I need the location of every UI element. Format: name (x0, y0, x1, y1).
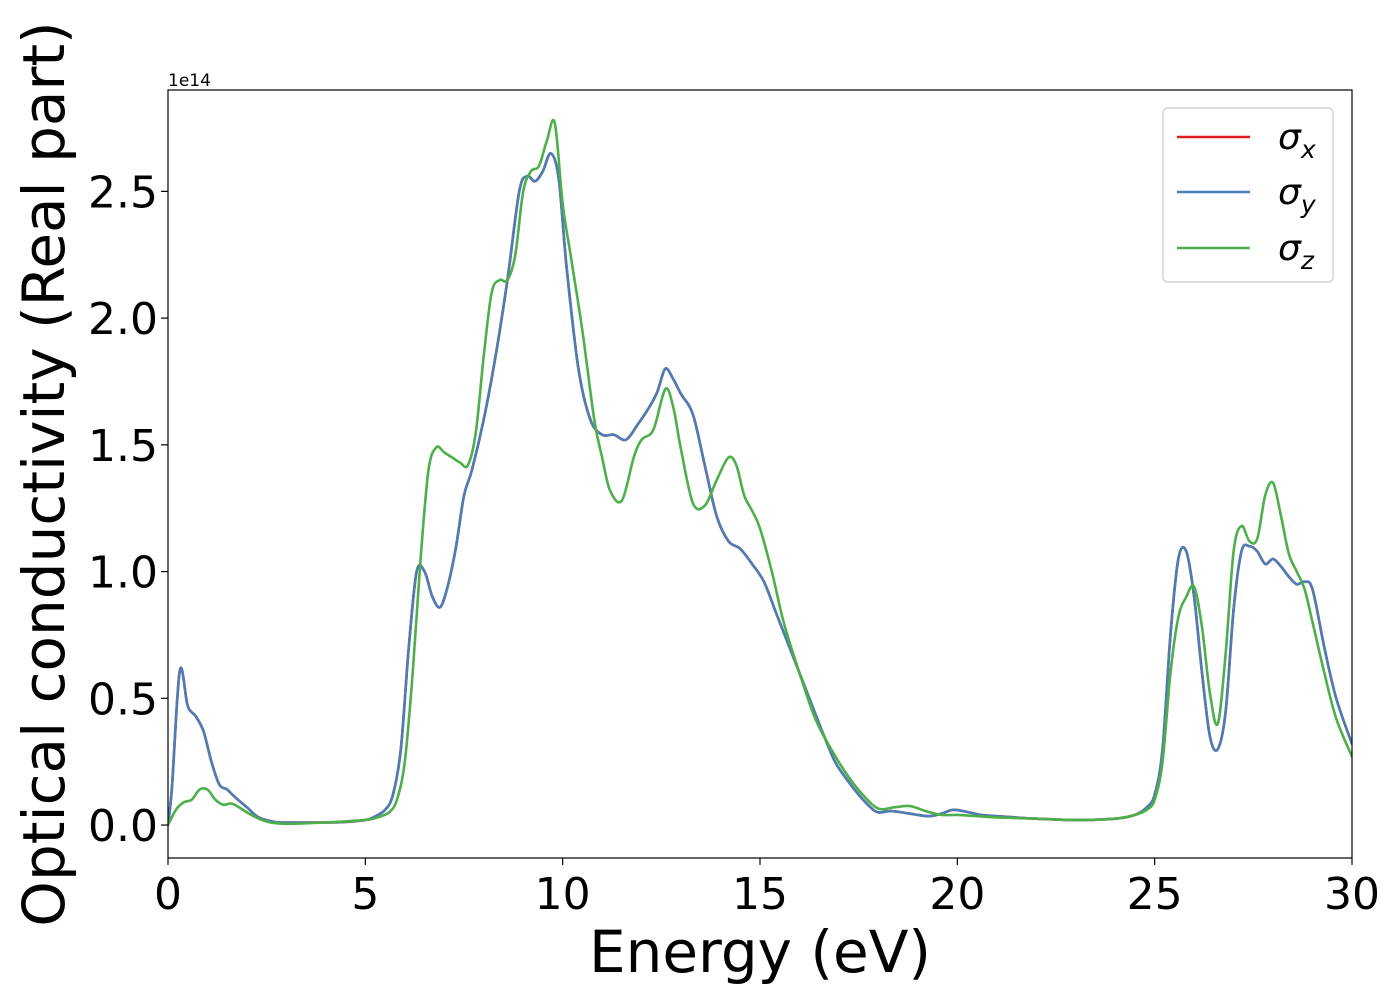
legend-subscript: z (1300, 246, 1315, 275)
x-tick-label: 20 (929, 869, 985, 920)
legend-symbol: σ (1278, 228, 1302, 269)
y-tick-label: 0.0 (88, 801, 158, 852)
y-tick-label: 1.5 (88, 421, 158, 472)
legend-box (1162, 107, 1334, 283)
y-axis-offset-label: 1e14 (168, 71, 211, 91)
legend-symbol: σ (1278, 117, 1302, 158)
y-axis: 0.0 0.5 1.0 1.5 2.0 2.5 (88, 167, 168, 852)
y-tick-label: 2.5 (88, 167, 158, 218)
legend-subscript: x (1300, 135, 1316, 164)
x-axis: 0 5 10 15 20 25 30 (154, 858, 1380, 920)
series-line-y (168, 152, 1352, 827)
legend-subscript: y (1300, 190, 1317, 219)
x-tick-label: 25 (1127, 869, 1183, 920)
legend-label-x: σx (1278, 117, 1316, 164)
y-tick-label: 1.0 (88, 548, 158, 599)
legend-label-y: σy (1278, 172, 1317, 219)
y-axis-title: Optical conductivity (Real part) (10, 21, 78, 926)
series-group (168, 118, 1352, 827)
x-tick-label: 5 (351, 869, 379, 920)
x-tick-label: 0 (154, 869, 182, 920)
legend-label-z: σz (1278, 228, 1315, 275)
x-tick-label: 30 (1324, 869, 1380, 920)
x-axis-title: Energy (eV) (589, 918, 931, 986)
series-line-z (168, 118, 1352, 827)
legend-symbol: σ (1278, 172, 1302, 213)
x-tick-label: 15 (732, 869, 788, 920)
y-tick-label: 2.0 (88, 294, 158, 345)
x-tick-label: 10 (535, 869, 591, 920)
y-tick-label: 0.5 (88, 674, 158, 725)
